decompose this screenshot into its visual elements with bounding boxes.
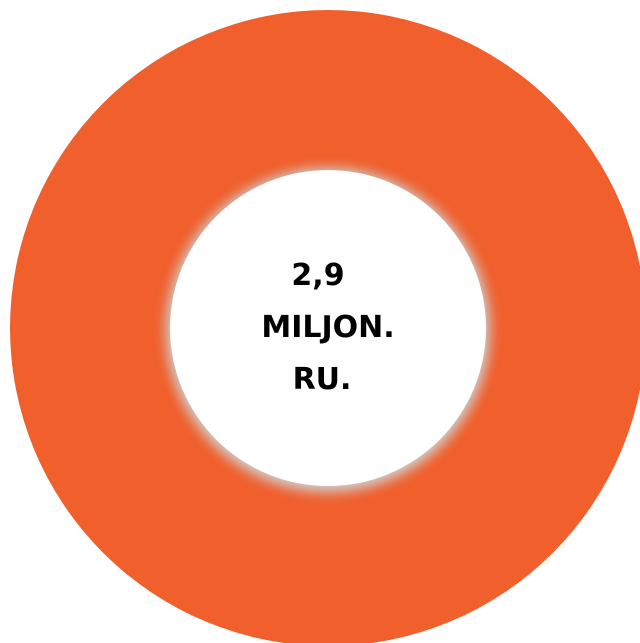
center-currency: RU. (292, 362, 352, 397)
center-unit: MILJON. (261, 310, 395, 345)
center-label: 2,9 MILJON. RU. (170, 170, 486, 486)
center-value: 2,9 (291, 258, 345, 293)
donut-hole (170, 170, 486, 486)
